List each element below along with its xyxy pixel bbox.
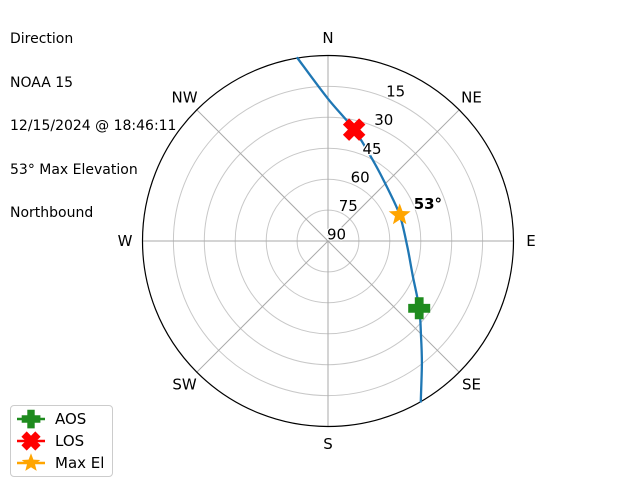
max-el-marker — [388, 203, 411, 225]
compass-label-n: N — [322, 29, 333, 47]
azimuth-spoke-se — [327, 240, 460, 373]
max-el-legend-marker-icon — [17, 453, 45, 471]
pass-timestamp: 12/15/2024 @ 18:46:11 — [10, 118, 177, 134]
azimuth-spoke-sw — [196, 240, 329, 373]
compass-label-nw: NW — [171, 89, 197, 107]
legend-item-aos: AOS — [16, 408, 104, 430]
elevation-tick-label-75: 75 — [339, 197, 358, 215]
aos-legend-marker-icon — [17, 409, 45, 429]
max-elevation-annotation: 53° — [414, 195, 442, 213]
legend-label-los: LOS — [55, 432, 85, 450]
max-elevation-text: 53° Max Elevation — [10, 161, 138, 178]
compass-label-se: SE — [462, 376, 481, 394]
horizon-circle — [141, 54, 515, 428]
legend-item-max-el: Max El — [16, 452, 104, 474]
los-legend-glyph — [21, 431, 41, 451]
aos-legend-glyph — [21, 409, 41, 429]
max-el-legend-glyph — [21, 453, 41, 471]
aos-marker — [408, 297, 431, 320]
los-legend-marker-icon — [17, 431, 45, 451]
elevation-tick-label-15: 15 — [386, 83, 405, 101]
elevation-tick-label-45: 45 — [362, 140, 381, 158]
compass-label-ne: NE — [461, 89, 482, 107]
elevation-tick-label-30: 30 — [374, 111, 393, 129]
legend: AOS LOS Max El — [10, 405, 114, 477]
compass-label-e: E — [526, 232, 535, 250]
elevation-tick-label-60: 60 — [351, 168, 370, 186]
compass-label-sw: SW — [172, 376, 197, 394]
pass-heading: Northbound — [10, 205, 94, 221]
legend-label-max-el: Max El — [55, 454, 105, 472]
azimuth-spoke-ne — [327, 109, 460, 242]
los-marker — [342, 118, 366, 141]
legend-item-los: LOS — [16, 430, 104, 452]
satellite-name: NOAA 15 — [10, 74, 74, 91]
pass-info-header: Direction NOAA 15 12/15/2024 @ 18:46:11 … — [10, 3, 176, 250]
azimuth-spoke-nw — [196, 109, 329, 242]
compass-label-s: S — [323, 435, 333, 453]
chart-title: Direction — [10, 31, 74, 47]
compass-label-w: W — [118, 232, 133, 250]
elevation-tick-label-90: 90 — [327, 226, 346, 244]
pass-track — [296, 56, 424, 403]
legend-label-aos: AOS — [55, 410, 87, 428]
